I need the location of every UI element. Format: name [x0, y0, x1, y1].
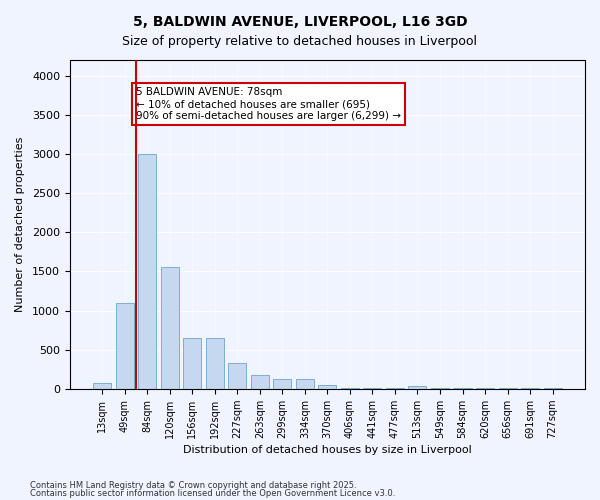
Text: 5, BALDWIN AVENUE, LIVERPOOL, L16 3GD: 5, BALDWIN AVENUE, LIVERPOOL, L16 3GD: [133, 15, 467, 29]
Bar: [206, 338, 224, 389]
Y-axis label: Number of detached properties: Number of detached properties: [15, 136, 25, 312]
Text: Contains HM Land Registry data © Crown copyright and database right 2025.: Contains HM Land Registry data © Crown c…: [30, 481, 356, 490]
Bar: [319, 385, 337, 389]
Bar: [251, 374, 269, 389]
Text: Contains public sector information licensed under the Open Government Licence v3: Contains public sector information licen…: [30, 488, 395, 498]
Bar: [183, 338, 201, 389]
Bar: [138, 154, 156, 389]
Bar: [229, 363, 247, 389]
Bar: [296, 378, 314, 389]
Bar: [409, 386, 427, 389]
Text: Size of property relative to detached houses in Liverpool: Size of property relative to detached ho…: [122, 35, 478, 48]
Bar: [274, 378, 292, 389]
X-axis label: Distribution of detached houses by size in Liverpool: Distribution of detached houses by size …: [183, 445, 472, 455]
Bar: [341, 388, 359, 389]
Bar: [161, 268, 179, 389]
Bar: [116, 302, 134, 389]
Bar: [93, 383, 111, 389]
Text: 5 BALDWIN AVENUE: 78sqm
← 10% of detached houses are smaller (695)
90% of semi-d: 5 BALDWIN AVENUE: 78sqm ← 10% of detache…: [136, 88, 401, 120]
